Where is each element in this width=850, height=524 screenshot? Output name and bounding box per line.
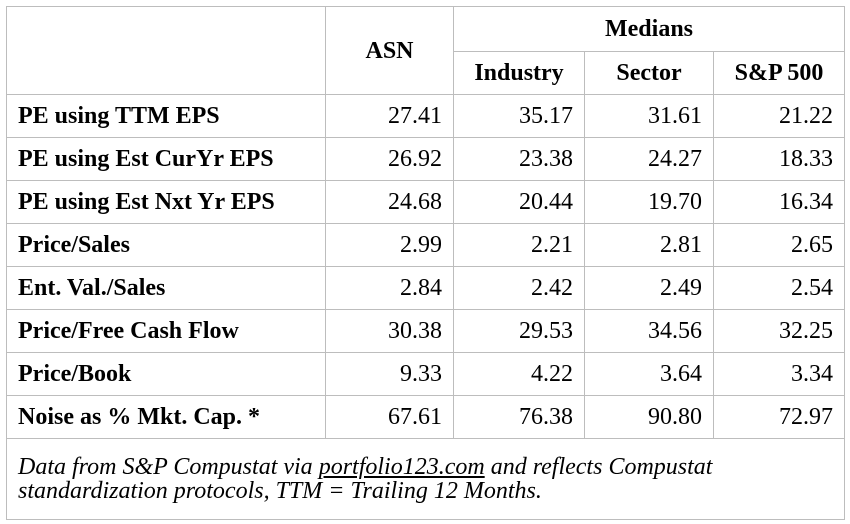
- value-cell: 16.34: [712, 180, 846, 224]
- header-medians: Medians: [452, 6, 846, 52]
- row-label: PE using Est CurYr EPS: [6, 137, 326, 181]
- footnote-row: Data from S&P Compustat via portfolio123…: [5, 438, 846, 520]
- header-sector: Sector: [584, 51, 714, 95]
- row-label: Price/Sales: [6, 223, 326, 267]
- header-blank-cell: [6, 6, 326, 95]
- value-cell: 2.21: [453, 223, 585, 267]
- value-cell: 72.97: [712, 395, 846, 439]
- header-industry: Industry: [453, 51, 585, 95]
- value-cell: 26.92: [325, 137, 454, 181]
- value-cell: 4.22: [453, 352, 585, 396]
- value-cell: 9.33: [325, 352, 454, 396]
- table-row: Ent. Val./Sales 2.84 2.42 2.49 2.54: [6, 266, 846, 310]
- value-cell: 31.61: [584, 94, 714, 138]
- value-cell: 76.38: [453, 395, 585, 439]
- row-label: PE using TTM EPS: [6, 94, 326, 138]
- valuation-table: ASN Medians Industry Sector S&P 500 PE u…: [5, 6, 846, 520]
- row-label: Price/Book: [6, 352, 326, 396]
- value-cell: 18.33: [712, 137, 846, 181]
- header-ticker: ASN: [325, 6, 454, 95]
- value-cell: 2.49: [584, 266, 714, 310]
- value-cell: 3.64: [584, 352, 714, 396]
- value-cell: 2.65: [712, 223, 846, 267]
- footnote-suffix: and reflects Compustat standardization p…: [18, 454, 713, 504]
- value-cell: 23.38: [453, 137, 585, 181]
- table-row: Price/Sales 2.99 2.21 2.81 2.65: [6, 223, 846, 267]
- value-cell: 20.44: [453, 180, 585, 224]
- value-cell: 2.99: [325, 223, 454, 267]
- value-cell: 67.61: [325, 395, 454, 439]
- value-cell: 34.56: [584, 309, 714, 353]
- value-cell: 19.70: [584, 180, 714, 224]
- value-cell: 24.68: [325, 180, 454, 224]
- table-row: Price/Book 9.33 4.22 3.64 3.34: [6, 352, 846, 396]
- value-cell: 35.17: [453, 94, 585, 138]
- value-cell: 2.81: [584, 223, 714, 267]
- row-label: Noise as % Mkt. Cap. *: [6, 395, 326, 439]
- footnote: Data from S&P Compustat via portfolio123…: [5, 438, 846, 520]
- header-row-sub: Industry Sector S&P 500: [7, 51, 846, 95]
- header-row-top: ASN Medians: [6, 6, 846, 95]
- table-row: PE using Est CurYr EPS 26.92 23.38 24.27…: [6, 137, 846, 181]
- table-row: PE using TTM EPS 27.41 35.17 31.61 21.22: [6, 94, 846, 138]
- table-row: PE using Est Nxt Yr EPS 24.68 20.44 19.7…: [6, 180, 846, 224]
- table-row: Price/Free Cash Flow 30.38 29.53 34.56 3…: [6, 309, 846, 353]
- value-cell: 2.42: [453, 266, 585, 310]
- value-cell: 21.22: [712, 94, 846, 138]
- row-label: Ent. Val./Sales: [6, 266, 326, 310]
- value-cell: 32.25: [712, 309, 846, 353]
- value-cell: 2.54: [712, 266, 846, 310]
- footnote-prefix: Data from S&P Compustat via: [18, 454, 319, 480]
- header-sp500: S&P 500: [712, 51, 846, 95]
- row-label: PE using Est Nxt Yr EPS: [6, 180, 326, 224]
- value-cell: 24.27: [584, 137, 714, 181]
- portfolio123-link[interactable]: portfolio123.com: [318, 454, 485, 480]
- value-cell: 90.80: [584, 395, 714, 439]
- value-cell: 29.53: [453, 309, 585, 353]
- table-row: Noise as % Mkt. Cap. * 67.61 76.38 90.80…: [6, 395, 846, 439]
- value-cell: 2.84: [325, 266, 454, 310]
- value-cell: 3.34: [712, 352, 846, 396]
- value-cell: 30.38: [325, 309, 454, 353]
- value-cell: 27.41: [325, 94, 454, 138]
- row-label: Price/Free Cash Flow: [6, 309, 326, 353]
